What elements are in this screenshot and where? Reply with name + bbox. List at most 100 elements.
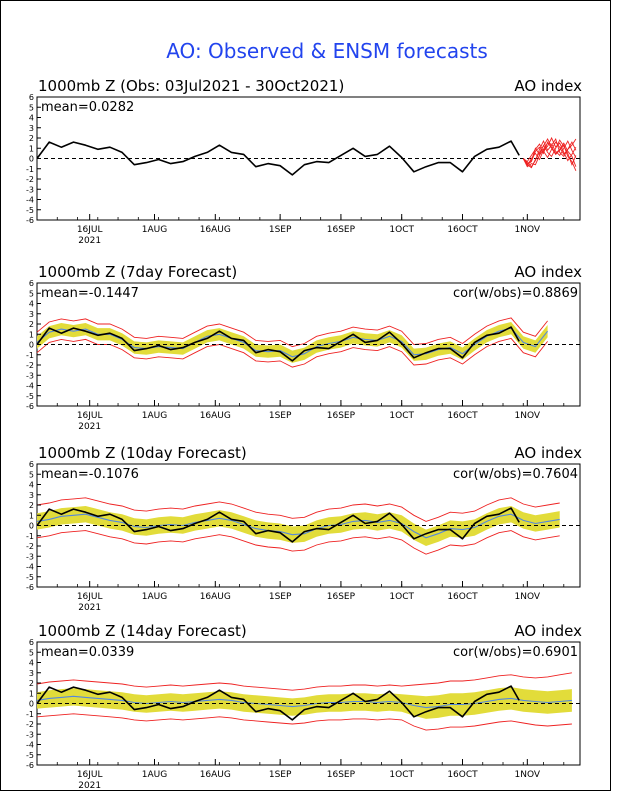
y-tick-label: 4 (29, 300, 34, 309)
y-tick-label: 4 (29, 481, 34, 490)
y-tick-label: -3 (26, 730, 34, 739)
panel-2: 1000mb Z (7day Forecast) AO index6543210-… (26, 263, 582, 432)
x-tick-label: 1AUG (142, 411, 167, 421)
y-tick-label: -3 (26, 185, 34, 194)
x-tick-label: 16AUG (200, 411, 231, 421)
y-tick-label: 3 (29, 310, 34, 319)
y-tick-label: 6 (29, 638, 34, 647)
y-tick-label: -1 (26, 351, 34, 360)
spread-band (37, 322, 548, 363)
y-tick-label: -2 (26, 175, 34, 184)
y-tick-label: 6 (29, 279, 34, 288)
y-tick-label: -5 (26, 573, 34, 582)
y-tick-label: 0 (29, 700, 34, 709)
y-tick-label: 3 (29, 124, 34, 133)
panel-header-right: AO index (514, 77, 582, 95)
y-tick-label: -6 (26, 402, 34, 411)
x-tick-label: 1NOV (515, 411, 541, 421)
panel-header-left: 1000mb Z (14day Forecast) (38, 622, 247, 640)
y-tick-label: 0 (29, 155, 34, 164)
y-tick-label: 4 (29, 659, 34, 668)
x-tick-sublabel: 2021 (78, 781, 101, 791)
x-tick-label: 1AUG (142, 225, 167, 235)
x-tick-label: 1SEP (269, 770, 292, 780)
panel-header-right: AO index (514, 263, 582, 281)
plot-area (36, 96, 581, 221)
y-tick-label: 2 (29, 679, 34, 688)
y-tick-label: 5 (29, 470, 34, 479)
observed-line (36, 507, 520, 543)
observed-line (36, 685, 520, 721)
y-tick-label: -1 (26, 710, 34, 719)
x-tick-label: 1NOV (515, 770, 541, 780)
x-tick-sublabel: 2021 (78, 603, 101, 613)
y-tick-label: -1 (26, 165, 34, 174)
y-tick-label: 1 (29, 144, 34, 153)
x-tick-label: 16SEP (327, 592, 356, 602)
y-tick-label: 1 (29, 330, 34, 339)
y-tick-label: 6 (29, 93, 34, 102)
y-tick-label: -5 (26, 751, 34, 760)
x-tick-label: 16JUL (77, 770, 103, 780)
y-tick-label: -3 (26, 552, 34, 561)
spread-upper-line (36, 497, 560, 522)
y-tick-label: 5 (29, 103, 34, 112)
x-tick-label: 16AUG (200, 225, 231, 235)
y-tick-label: 5 (29, 289, 34, 298)
x-tick-sublabel: 2021 (78, 236, 101, 246)
y-tick-label: -2 (26, 542, 34, 551)
observed-line (36, 140, 520, 176)
x-tick-label: 16AUG (200, 592, 231, 602)
x-tick-label: 16OCT (447, 225, 478, 235)
y-tick-label: -4 (26, 196, 34, 205)
y-tick-label: -6 (26, 216, 34, 225)
x-tick-label: 16JUL (77, 225, 103, 235)
panel-header-right: AO index (514, 444, 582, 462)
y-tick-label: -6 (26, 583, 34, 592)
spread-lower-line (36, 713, 572, 731)
x-tick-label: 16SEP (327, 225, 356, 235)
x-tick-label: 1OCT (389, 770, 414, 780)
panel-header-left: 1000mb Z (10day Forecast) (38, 444, 247, 462)
x-tick-label: 1NOV (515, 592, 541, 602)
chart-panels: 1000mb Z (Obs: 03Jul2021 - 30Oct2021) AO … (26, 77, 582, 791)
x-tick-label: 1SEP (269, 225, 292, 235)
y-tick-label: 6 (29, 460, 34, 469)
x-tick-label: 16AUG (200, 770, 231, 780)
y-tick-label: -2 (26, 720, 34, 729)
y-tick-label: 5 (29, 648, 34, 657)
ensemble-mean-line (36, 513, 560, 539)
y-tick-label: -3 (26, 371, 34, 380)
y-tick-label: -4 (26, 382, 34, 391)
x-tick-label: 1AUG (142, 770, 167, 780)
y-tick-label: 3 (29, 491, 34, 500)
panel-1: 1000mb Z (Obs: 03Jul2021 - 30Oct2021) AO … (26, 77, 582, 246)
y-tick-label: -1 (26, 532, 34, 541)
ensemble-member-line-7 (522, 138, 577, 169)
y-tick-label: 1 (29, 689, 34, 698)
panel-correlation-label: cor(w/obs)=0.8869 (453, 286, 578, 301)
x-tick-label: 16OCT (447, 592, 478, 602)
y-tick-label: 0 (29, 522, 34, 531)
y-tick-label: 1 (29, 511, 34, 520)
x-tick-label: 1OCT (389, 411, 414, 421)
panel-header-right: AO index (514, 622, 582, 640)
x-tick-label: 16SEP (327, 411, 356, 421)
panel-correlation-label: cor(w/obs)=0.6901 (453, 645, 578, 660)
x-tick-label: 1SEP (269, 411, 292, 421)
plot-area (36, 282, 581, 407)
x-tick-label: 16JUL (77, 592, 103, 602)
y-tick-label: -6 (26, 761, 34, 770)
x-tick-sublabel: 2021 (78, 422, 101, 432)
panel-mean-label: mean=-0.1076 (41, 467, 139, 482)
y-tick-label: 2 (29, 320, 34, 329)
x-tick-label: 16OCT (447, 770, 478, 780)
y-tick-label: -5 (26, 392, 34, 401)
panel-header-left: 1000mb Z (7day Forecast) (38, 263, 237, 281)
x-tick-label: 1OCT (389, 225, 414, 235)
y-tick-label: -5 (26, 206, 34, 215)
